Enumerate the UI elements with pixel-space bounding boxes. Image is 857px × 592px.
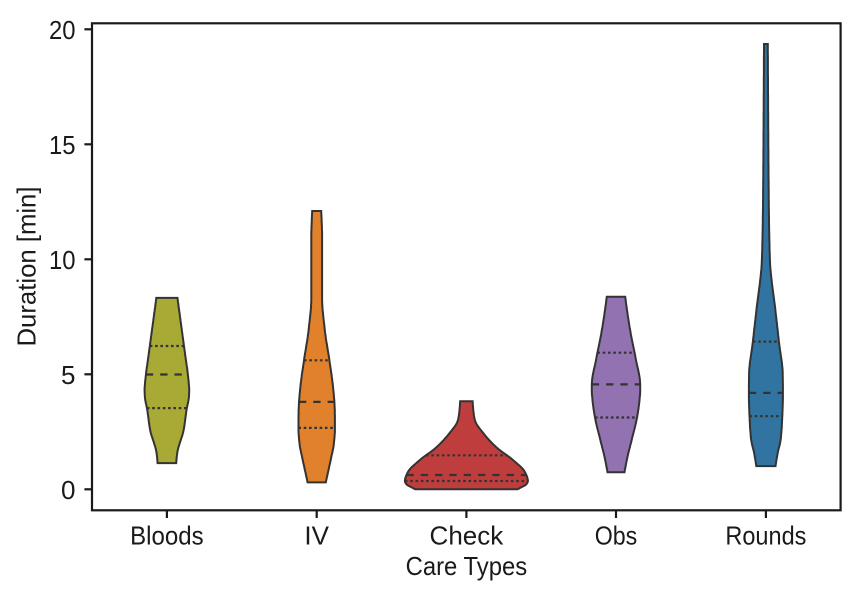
svg-text:5: 5 xyxy=(61,360,75,390)
svg-text:Obs: Obs xyxy=(595,521,638,551)
svg-text:Check: Check xyxy=(430,521,505,551)
svg-text:0: 0 xyxy=(61,475,75,505)
svg-text:15: 15 xyxy=(49,130,76,160)
svg-text:Bloods: Bloods xyxy=(130,521,204,551)
svg-text:IV: IV xyxy=(304,521,329,551)
svg-text:Duration [min]: Duration [min] xyxy=(12,187,42,347)
svg-text:20: 20 xyxy=(49,15,76,45)
svg-text:Rounds: Rounds xyxy=(725,521,806,551)
svg-text:10: 10 xyxy=(49,245,76,275)
svg-text:Care Types: Care Types xyxy=(406,551,528,581)
